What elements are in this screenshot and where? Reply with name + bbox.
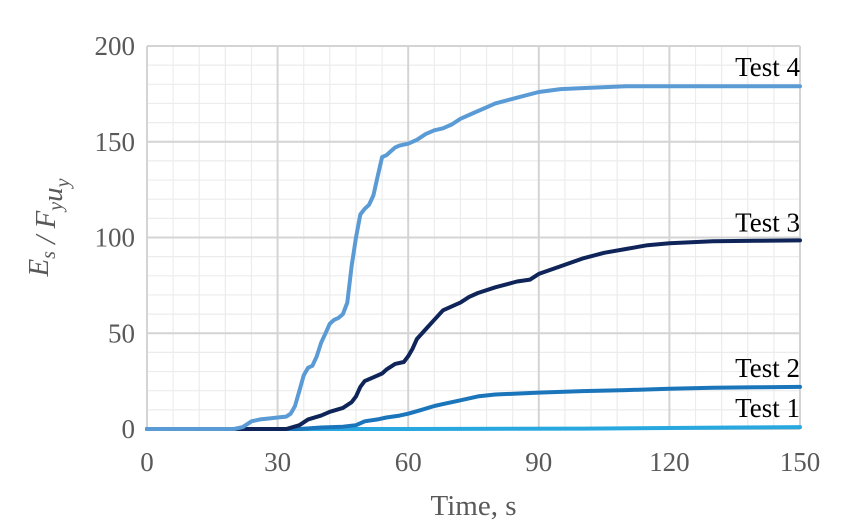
series-label-test-2: Test 2 [735, 353, 800, 383]
y-tick-label: 0 [122, 414, 136, 444]
x-axis-ticks: 0 30 60 90 120 150 [140, 447, 820, 477]
series-line-test-1 [145, 425, 802, 431]
x-axis-label: Time, s [431, 490, 517, 522]
y-axis-ticks: 0 50 100 150 200 [95, 31, 136, 444]
y-axis-label: Es / Fyuy [23, 178, 74, 277]
y-tick-label: 100 [95, 223, 136, 253]
y-tick-label: 150 [95, 127, 136, 157]
grid [146, 45, 801, 430]
series-line-test-4 [145, 84, 802, 431]
y-tick-label: 200 [95, 31, 136, 61]
series-labels: Test 1 Test 2 Test 3 Test 4 [735, 52, 800, 423]
y-tick-label: 50 [108, 318, 135, 348]
x-tick-label: 150 [780, 447, 821, 477]
x-tick-label: 90 [525, 447, 552, 477]
series-label-test-4: Test 4 [735, 52, 800, 82]
x-tick-label: 60 [395, 447, 422, 477]
x-tick-label: 120 [649, 447, 690, 477]
series-line-test-3 [145, 238, 802, 431]
x-tick-label: 30 [264, 447, 291, 477]
series-line-test-2 [145, 384, 802, 431]
series-label-test-3: Test 3 [735, 207, 800, 237]
series-label-test-1: Test 1 [735, 393, 800, 423]
x-tick-label: 0 [140, 447, 154, 477]
series-lines [145, 84, 802, 431]
